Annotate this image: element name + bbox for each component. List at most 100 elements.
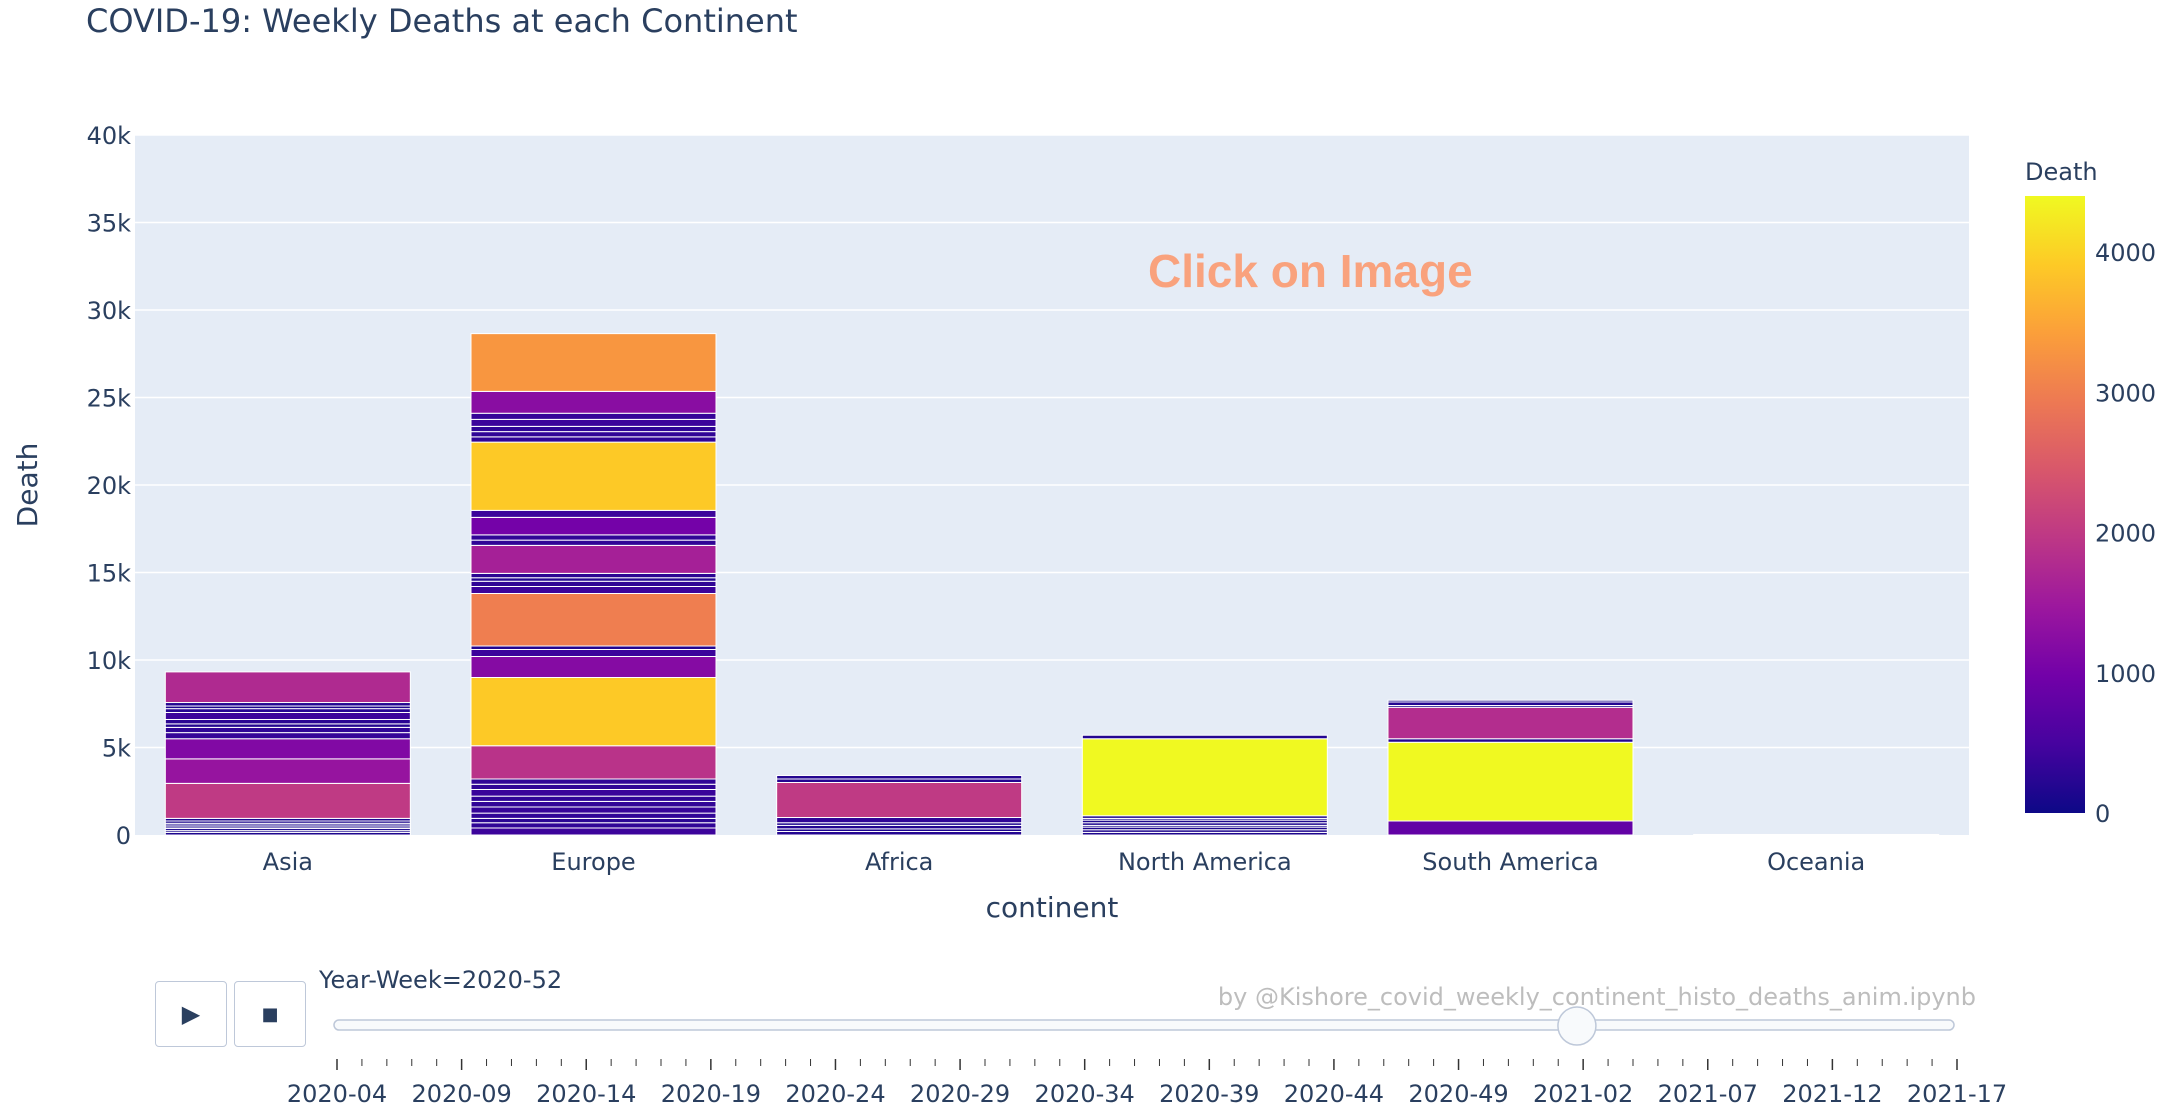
bar-segment[interactable] xyxy=(1387,741,1634,822)
bar-segment[interactable] xyxy=(470,806,717,814)
year-week-slider[interactable]: 2020-04 2020-09 2020-14 2020-19 2020-24 2020-… xyxy=(287,1006,2007,1108)
y-tick-label: 5k xyxy=(102,735,131,763)
bar-segment[interactable] xyxy=(470,431,717,438)
bar-segment[interactable] xyxy=(1387,706,1634,740)
bar-segment[interactable] xyxy=(776,831,1023,836)
bar-segment[interactable] xyxy=(470,544,717,574)
bar-segment[interactable] xyxy=(1081,734,1328,740)
colorbar-tick-label: 1000 xyxy=(2095,660,2156,688)
bar-segment[interactable] xyxy=(164,738,411,760)
bar-segment[interactable] xyxy=(470,812,717,819)
current-frame-label: Year-Week=2020-52 xyxy=(319,966,563,994)
slider-tick-label: 2020-09 xyxy=(411,1080,511,1108)
bar-segment[interactable] xyxy=(164,671,411,704)
bar-segment[interactable] xyxy=(1387,701,1634,706)
slider-tick-label: 2020-39 xyxy=(1159,1080,1259,1108)
bar-segment[interactable] xyxy=(470,817,717,824)
bar-segment[interactable] xyxy=(470,509,717,518)
slider-tick-label: 2020-34 xyxy=(1035,1080,1135,1108)
bar-segment[interactable] xyxy=(470,412,717,420)
colorbar-tick-label: 2000 xyxy=(2095,520,2156,548)
bar-segment[interactable] xyxy=(470,436,717,443)
slider-tick-label: 2020-14 xyxy=(536,1080,636,1108)
bar-segment[interactable] xyxy=(470,586,717,594)
y-axis-ticks: 0 5k 10k 15k 20k 25k 30k 35k 40k xyxy=(87,122,132,850)
bar-segment[interactable] xyxy=(470,783,717,790)
bar-segment[interactable] xyxy=(1387,738,1634,743)
slider-tick-label: 2021-02 xyxy=(1533,1080,1633,1108)
bar-segment[interactable] xyxy=(470,418,717,427)
bar-segment[interactable] xyxy=(1693,833,1940,836)
bar-segment[interactable] xyxy=(776,817,1023,824)
bar-segment[interactable] xyxy=(470,745,717,780)
stop-button[interactable]: ■ xyxy=(234,981,306,1047)
bar-segment[interactable] xyxy=(776,782,1023,818)
slider-handle[interactable] xyxy=(1557,1006,1597,1046)
bar-segment[interactable] xyxy=(164,719,411,725)
bar-segment[interactable] xyxy=(470,649,717,657)
bar-segment[interactable] xyxy=(470,795,717,802)
x-tick-label: Europe xyxy=(551,848,635,876)
bar-segment[interactable] xyxy=(470,516,717,536)
y-tick-label: 20k xyxy=(87,472,132,500)
slider-tick-label: 2021-07 xyxy=(1658,1080,1758,1108)
bar-segment[interactable] xyxy=(1387,699,1634,703)
bar-segment[interactable] xyxy=(470,572,717,579)
y-tick-label: 40k xyxy=(87,122,132,150)
slider-tick-label: 2020-04 xyxy=(287,1080,387,1108)
slider-rail[interactable] xyxy=(333,1019,1955,1031)
chart-title: COVID-19: Weekly Deaths at each Continen… xyxy=(86,2,798,40)
x-tick-label: Asia xyxy=(263,848,313,876)
grid-lines xyxy=(135,134,1969,749)
bar-segment[interactable] xyxy=(470,800,717,808)
bar-series xyxy=(164,333,1940,836)
x-tick-label: South America xyxy=(1422,848,1598,876)
click-on-image-overlay[interactable]: Click on Image xyxy=(1148,245,1473,297)
y-tick-label: 10k xyxy=(87,647,132,675)
play-button[interactable]: ▶ xyxy=(155,981,227,1047)
bar-segment[interactable] xyxy=(470,656,717,678)
bar-segment[interactable] xyxy=(1081,738,1328,817)
bar-segment[interactable] xyxy=(164,712,411,720)
bar-segment[interactable] xyxy=(776,824,1023,830)
bar-segment[interactable] xyxy=(470,822,717,829)
bar-segment[interactable] xyxy=(470,333,717,392)
y-axis-title: Death xyxy=(11,443,44,528)
bar-segment[interactable] xyxy=(470,425,717,433)
bar-segment[interactable] xyxy=(470,577,717,582)
x-axis-ticks: Asia Europe Africa North America South Ameri… xyxy=(263,848,1866,876)
bar-segment[interactable] xyxy=(776,778,1023,783)
y-tick-label: 35k xyxy=(87,210,132,238)
bar-segment[interactable] xyxy=(164,732,411,740)
bar-segment[interactable] xyxy=(470,539,717,546)
bar-segment[interactable] xyxy=(164,702,411,707)
x-axis-title: continent xyxy=(986,891,1119,924)
slider-ticks: 2020-04 2020-09 2020-14 2020-19 2020-24 2020-… xyxy=(287,1059,2007,1108)
bar-segment[interactable] xyxy=(470,441,717,511)
bar-segment[interactable] xyxy=(470,645,717,650)
bar-segment[interactable] xyxy=(164,726,411,734)
bar-segment[interactable] xyxy=(470,677,717,747)
colorbar-gradient xyxy=(2025,196,2085,813)
bar-segment[interactable] xyxy=(470,789,717,797)
colorbar-tick-label: 0 xyxy=(2095,800,2110,828)
bar-segment[interactable] xyxy=(470,778,717,785)
bar-segment[interactable] xyxy=(776,775,1023,780)
bar-segment[interactable] xyxy=(164,723,411,728)
bar-segment[interactable] xyxy=(164,758,411,784)
slider-tick-label: 2020-24 xyxy=(785,1080,885,1108)
bar-segment[interactable] xyxy=(470,534,717,541)
x-tick-label: Oceania xyxy=(1767,848,1865,876)
bar-segment[interactable] xyxy=(470,827,717,836)
bar-segment[interactable] xyxy=(470,580,717,587)
bar-segment[interactable] xyxy=(1387,820,1634,836)
bar-segment[interactable] xyxy=(470,593,717,647)
slider-tick-label: 2020-44 xyxy=(1284,1080,1384,1108)
colorbar-tick-label: 4000 xyxy=(2095,239,2156,267)
x-tick-label: Africa xyxy=(865,848,933,876)
colorbar-tick-label: 3000 xyxy=(2095,379,2156,407)
bar-segment[interactable] xyxy=(164,708,411,714)
bar-segment[interactable] xyxy=(470,390,717,414)
bar-segment[interactable] xyxy=(164,782,411,819)
